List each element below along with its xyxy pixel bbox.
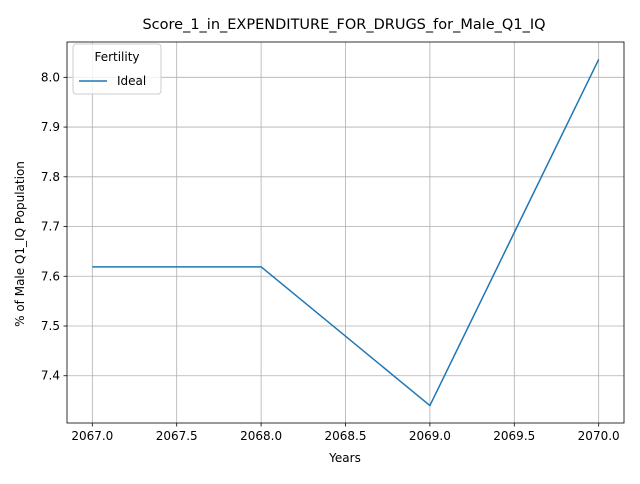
- x-tick-label: 2068.0: [240, 429, 282, 443]
- x-tick-label: 2068.5: [325, 429, 367, 443]
- series-layer: [92, 59, 600, 407]
- x-tick-label: 2069.0: [409, 429, 451, 443]
- grid-lines: [67, 42, 624, 423]
- legend: Fertility Ideal: [72, 43, 162, 95]
- y-tick-label: 7.5: [41, 319, 60, 333]
- x-tick-label: 2070.0: [578, 429, 620, 443]
- chart-title: Score_1_in_EXPENDITURE_FOR_DRUGS_for_Mal…: [142, 17, 545, 33]
- y-axis-label: % of Male Q1_IQ Population: [13, 161, 27, 327]
- y-tick-label: 7.8: [41, 170, 60, 184]
- x-tick-label: 2069.5: [493, 429, 535, 443]
- legend-label-ideal: Ideal: [117, 74, 146, 88]
- axis-ticks: 2067.0 2067.5 2068.0 2068.5 2069.0 2069.5 2070…: [41, 70, 620, 443]
- x-axis-label: Years: [328, 451, 361, 465]
- x-tick-label: 2067.5: [156, 429, 198, 443]
- y-tick-label: 8.0: [41, 70, 60, 84]
- series-line-ideal: [92, 59, 600, 407]
- legend-title: Fertility: [94, 50, 139, 64]
- y-tick-label: 7.4: [41, 369, 60, 383]
- y-tick-label: 7.9: [41, 120, 60, 134]
- y-tick-label: 7.7: [41, 220, 60, 234]
- y-tick-label: 7.6: [41, 269, 60, 283]
- x-tick-label: 2067.0: [71, 429, 113, 443]
